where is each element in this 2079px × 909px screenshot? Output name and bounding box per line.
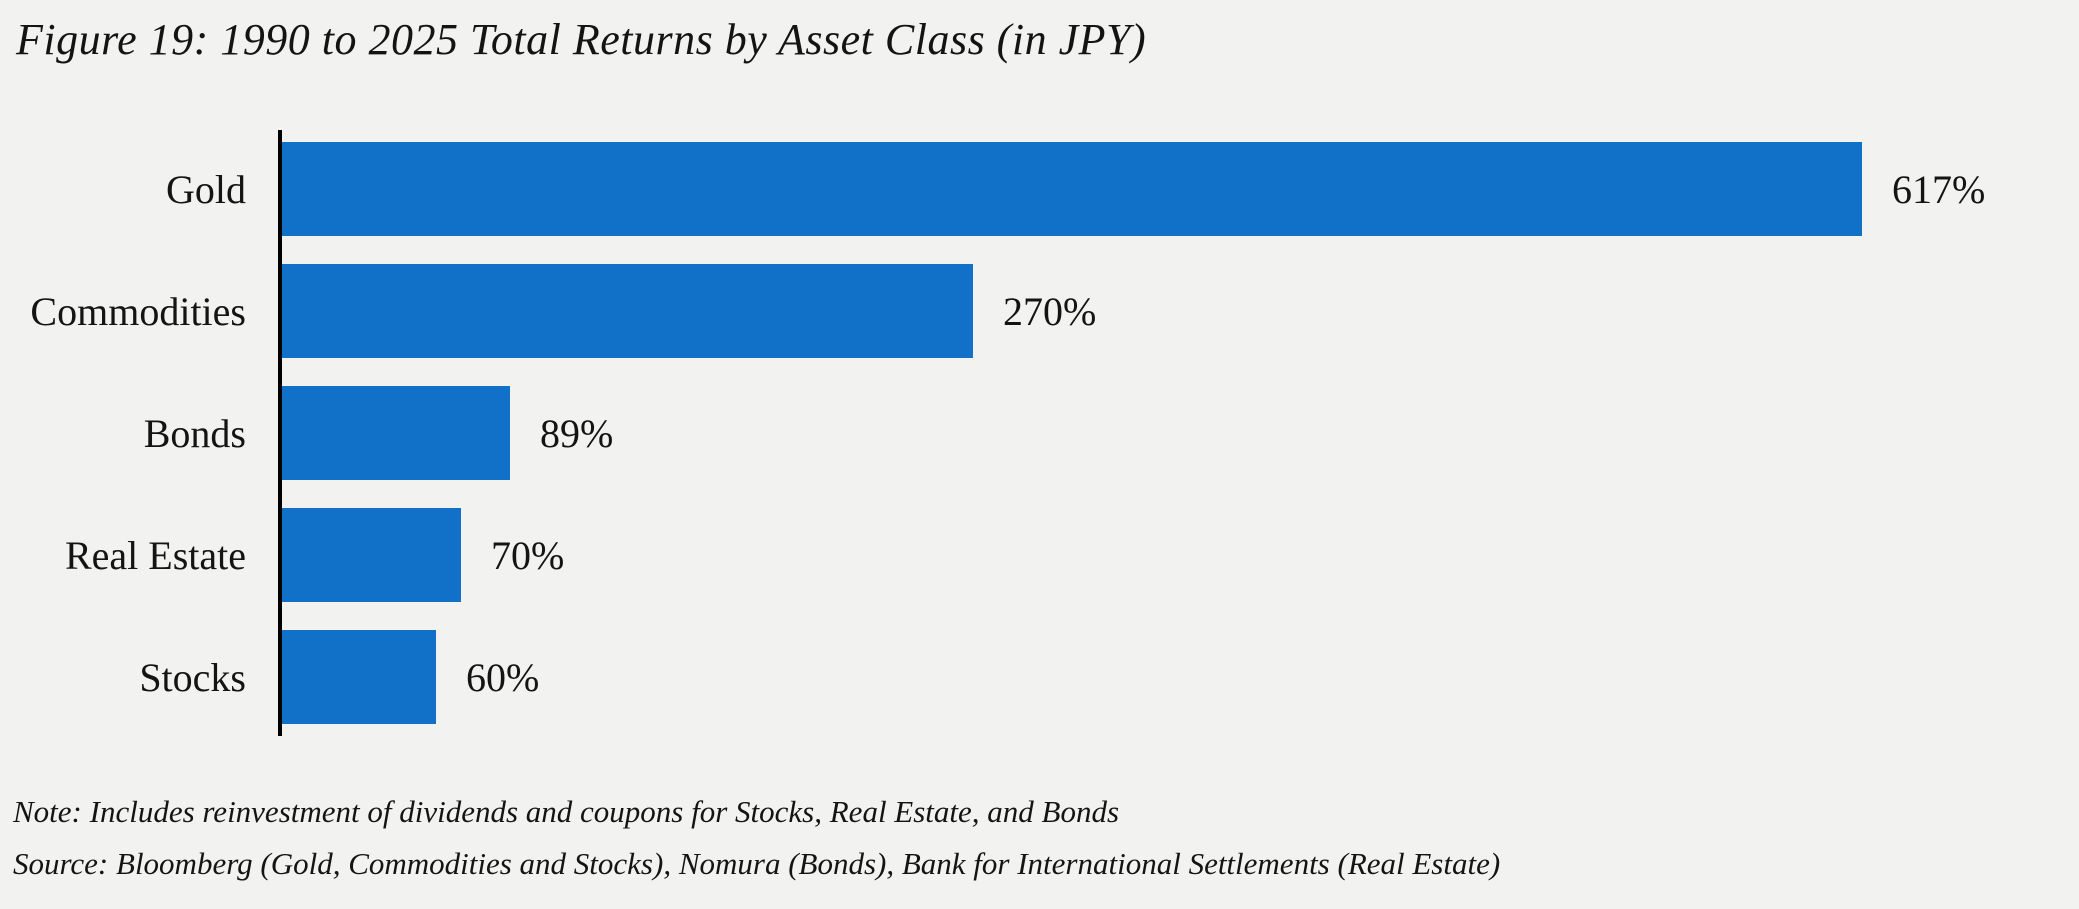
bar <box>282 630 436 724</box>
bar-row: Stocks 60% <box>0 630 1985 724</box>
bar-row: Commodities 270% <box>0 264 1985 358</box>
source-line: Source: Bloomberg (Gold, Commodities and… <box>13 846 1501 881</box>
value-label: 60% <box>466 654 540 700</box>
value-label: 270% <box>1003 288 1097 334</box>
bar-chart: Gold 617% Commodities 270% Bonds 89% Real Esta… <box>0 142 1985 724</box>
bar-row: Gold 617% <box>0 142 1985 236</box>
footnotes: Note: Includes reinvestment of dividends… <box>13 786 1500 890</box>
note-line: Note: Includes reinvestment of dividends… <box>13 794 1120 829</box>
category-label: Gold <box>166 166 246 212</box>
figure-title: Figure 19: 1990 to 2025 Total Returns by… <box>16 15 1147 64</box>
value-label: 617% <box>1892 166 1986 212</box>
y-axis-line <box>278 130 282 736</box>
value-label: 70% <box>491 532 565 578</box>
bar-row: Bonds 89% <box>0 386 1985 480</box>
bar <box>282 508 461 602</box>
bar <box>282 264 973 358</box>
category-label: Real Estate <box>64 532 246 578</box>
category-label: Bonds <box>143 410 246 456</box>
bar <box>282 142 1862 236</box>
bar-row: Real Estate 70% <box>0 508 1985 602</box>
bar <box>282 386 510 480</box>
value-label: 89% <box>540 410 614 456</box>
category-label: Stocks <box>139 654 246 700</box>
category-label: Commodities <box>30 288 246 334</box>
